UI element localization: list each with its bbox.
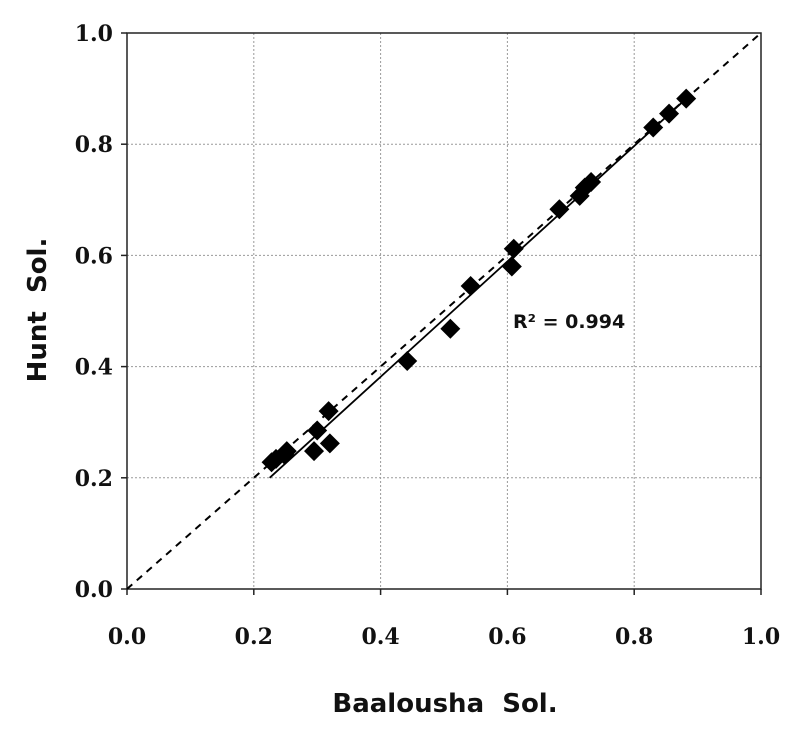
data-point xyxy=(643,117,664,138)
y-tick-label: 0.8 xyxy=(75,132,113,158)
data-point xyxy=(659,103,680,124)
r-squared-annotation: R² = 0.994 xyxy=(513,311,625,333)
y-axis-title: Hunt Sol. xyxy=(23,238,53,383)
data-point xyxy=(549,199,570,220)
data-point xyxy=(307,420,328,441)
data-point xyxy=(676,88,697,109)
y-tick-label: 0.4 xyxy=(75,355,113,381)
data-point xyxy=(318,401,339,422)
data-point xyxy=(460,275,481,296)
data-point xyxy=(581,172,602,193)
x-tick-label: 0.2 xyxy=(235,624,273,650)
y-tick-label: 0.6 xyxy=(75,243,113,269)
data-point xyxy=(304,441,325,462)
data-point xyxy=(319,433,340,454)
x-axis-ticks: 0.0 0.2 0.4 0.6 0.8 1.0 xyxy=(108,589,780,650)
y-tick-label: 0.2 xyxy=(75,466,113,492)
data-point xyxy=(440,318,461,339)
data-point xyxy=(276,441,297,462)
x-tick-label: 1.0 xyxy=(742,624,780,650)
x-tick-label: 0.8 xyxy=(615,624,653,650)
data-point xyxy=(501,256,522,277)
data-point xyxy=(397,351,418,372)
y-axis-ticks: 0.0 0.2 0.4 0.6 0.8 1.0 xyxy=(75,21,127,603)
x-tick-label: 0.0 xyxy=(108,624,146,650)
x-tick-label: 0.6 xyxy=(488,624,526,650)
data-points xyxy=(261,88,697,473)
plot-area-frame xyxy=(126,32,762,590)
y-tick-label: 1.0 xyxy=(75,21,113,47)
data-point xyxy=(503,238,524,259)
x-tick-label: 0.4 xyxy=(361,624,399,650)
grid-lines xyxy=(127,33,761,589)
x-axis-title: Baalousha Sol. xyxy=(332,689,557,719)
y-tick-label: 0.0 xyxy=(75,577,113,603)
